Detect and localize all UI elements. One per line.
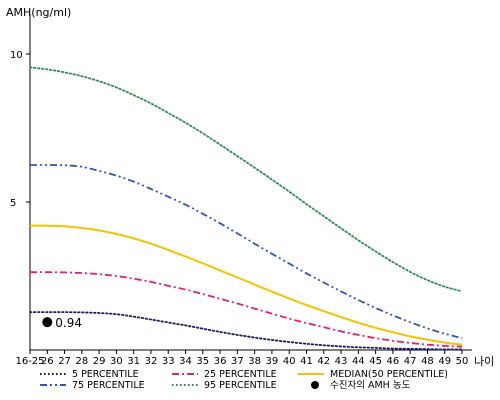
legend-label-2: MEDIAN(50 PERCENTILE) (330, 369, 448, 380)
legend: 5 PERCENTILE 25 PERCENTILE MEDIAN(50 PERCE… (40, 369, 448, 391)
legend-label-1: 25 PERCENTILE (204, 369, 277, 380)
series-line-4 (29, 66, 463, 293)
x-tick-label: 43 (335, 356, 348, 367)
x-tick-label: 16-25 (15, 356, 44, 367)
legend-marker-dot (311, 381, 319, 389)
x-tick-label: 36 (214, 356, 227, 367)
x-tick-label: 40 (283, 356, 296, 367)
x-tick-label: 35 (196, 356, 209, 367)
axes: AMH(ng/ml) 나이 (6, 6, 494, 368)
x-tick-label: 26 (41, 356, 54, 367)
x-tick-label: 34 (179, 356, 192, 367)
x-tick-label: 29 (93, 356, 106, 367)
x-axis-label: 나이 (474, 355, 494, 368)
x-tick-label: 45 (369, 356, 382, 367)
x-tick-label: 44 (352, 356, 365, 367)
y-axis-label: AMH(ng/ml) (6, 6, 71, 19)
patient-marker: 0.94 (42, 316, 82, 330)
legend-label-0: 5 PERCENTILE (72, 369, 139, 380)
x-tick-label: 38 (248, 356, 261, 367)
x-tick-label: 50 (456, 356, 469, 367)
x-tick-label: 32 (145, 356, 158, 367)
x-tick-label: 46 (387, 356, 400, 367)
y-ticks: 5 10 (10, 50, 30, 209)
legend-marker-label: 수진자의 AMH 농도 (330, 380, 411, 391)
x-tick-label: 33 (162, 356, 175, 367)
x-tick-label: 37 (231, 356, 244, 367)
x-tick-label: 27 (58, 356, 71, 367)
x-tick-label: 30 (110, 356, 123, 367)
x-tick-label: 28 (75, 356, 88, 367)
x-tick-label: 42 (317, 356, 330, 367)
patient-marker-dot (42, 317, 53, 328)
x-tick-label: 49 (438, 356, 451, 367)
patient-marker-value: 0.94 (55, 316, 82, 330)
x-tick-label: 39 (266, 356, 279, 367)
legend-label-3: 75 PERCENTILE (72, 380, 145, 391)
y-tick-label: 5 (10, 198, 16, 209)
x-tick-label: 47 (404, 356, 417, 367)
x-tick-label: 31 (127, 356, 140, 367)
series-line-1 (29, 271, 463, 348)
series-line-2 (29, 224, 463, 346)
x-tick-label: 48 (421, 356, 434, 367)
y-tick-label: 10 (10, 50, 23, 61)
legend-label-4: 95 PERCENTILE (204, 380, 277, 391)
series-lines (29, 66, 463, 351)
series-line-3 (30, 164, 463, 340)
series-line-0 (29, 311, 463, 351)
x-tick-label: 41 (300, 356, 313, 367)
